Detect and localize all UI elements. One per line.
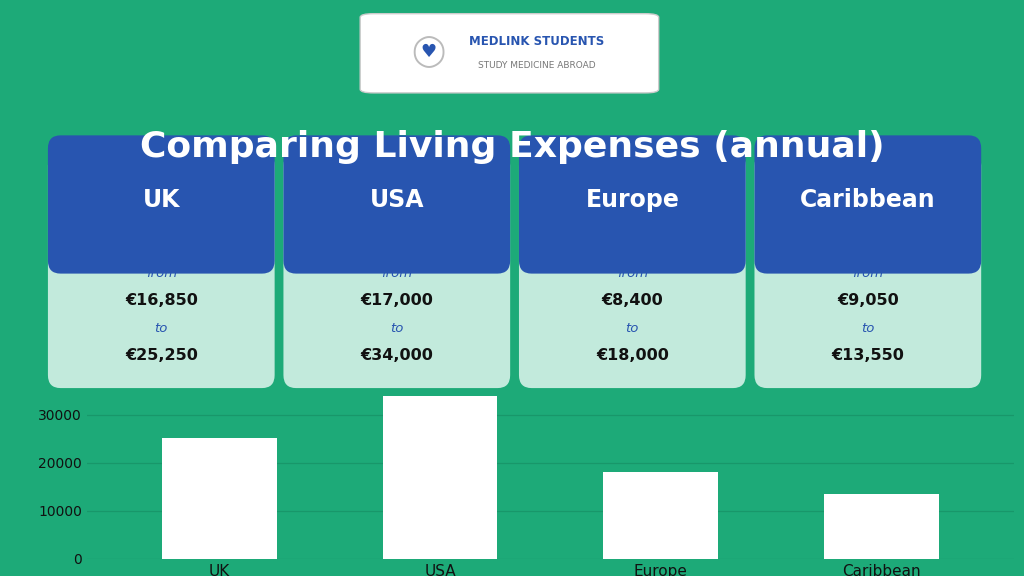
FancyBboxPatch shape [755,153,981,388]
Text: €8,400: €8,400 [601,293,664,308]
Text: from: from [852,267,884,280]
Text: €16,850: €16,850 [125,293,198,308]
FancyBboxPatch shape [284,135,510,274]
Text: to: to [626,322,639,335]
Bar [162,438,276,559]
FancyBboxPatch shape [360,14,658,93]
Bar [383,396,498,559]
FancyBboxPatch shape [755,135,981,274]
Text: €18,000: €18,000 [596,348,669,363]
Text: STUDY MEDICINE ABROAD: STUDY MEDICINE ABROAD [478,61,595,70]
FancyBboxPatch shape [48,135,274,274]
Text: €13,550: €13,550 [831,348,904,363]
Text: USA: USA [370,188,424,212]
FancyBboxPatch shape [48,153,274,388]
FancyBboxPatch shape [519,153,745,388]
Text: to: to [861,322,874,335]
Text: Caribbean: Caribbean [800,188,936,212]
Text: ◯: ◯ [411,36,445,68]
Text: Europe: Europe [586,188,679,212]
Text: UK: UK [142,188,180,212]
Text: from: from [616,267,648,280]
Text: ♥: ♥ [420,43,436,61]
FancyBboxPatch shape [519,135,745,274]
Text: Comparing Living Expenses (annual): Comparing Living Expenses (annual) [139,130,885,164]
Bar [603,472,718,559]
Text: €25,250: €25,250 [125,348,198,363]
Text: from: from [381,267,413,280]
Bar [824,494,939,559]
Text: to: to [390,322,403,335]
FancyBboxPatch shape [284,153,510,388]
Text: MEDLINK STUDENTS: MEDLINK STUDENTS [469,35,604,48]
Text: €17,000: €17,000 [360,293,433,308]
Text: from: from [145,267,177,280]
Text: €9,050: €9,050 [837,293,899,308]
Text: to: to [155,322,168,335]
Text: €34,000: €34,000 [360,348,433,363]
